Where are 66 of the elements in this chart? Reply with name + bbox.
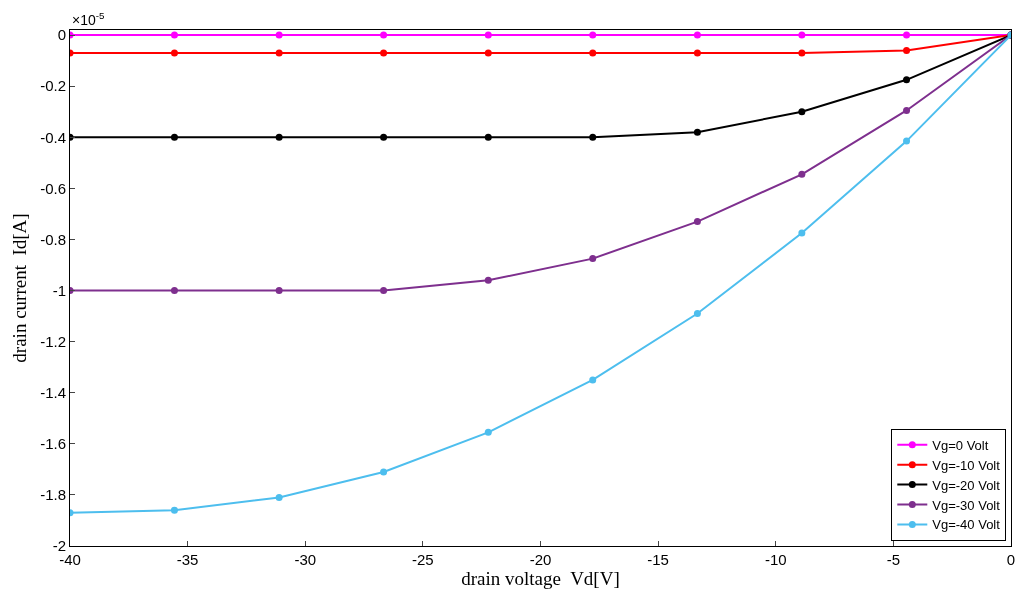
- point: [380, 287, 388, 295]
- point: [275, 287, 283, 295]
- point: [275, 31, 283, 39]
- point: [589, 31, 597, 39]
- point: [589, 376, 597, 384]
- point: [589, 133, 597, 141]
- point: [798, 49, 806, 57]
- point: [798, 170, 806, 178]
- x-tick-label: -10: [764, 551, 787, 568]
- legend-label: Vg=0 Volt: [932, 437, 989, 453]
- point: [170, 287, 178, 295]
- point: [275, 493, 283, 501]
- y-tick-label: -1.6: [40, 435, 66, 453]
- point: [380, 133, 388, 141]
- y-tick-label: -0.4: [40, 128, 66, 146]
- point: [693, 31, 701, 39]
- point: [903, 31, 911, 39]
- point: [589, 49, 597, 57]
- point: [693, 310, 701, 318]
- x-tick-label: -20: [529, 551, 552, 568]
- point: [170, 49, 178, 57]
- x-tick-label: -30: [294, 551, 317, 568]
- point: [798, 31, 806, 39]
- point: [903, 106, 911, 114]
- legend-label: Vg=-40 Volt: [932, 517, 1001, 533]
- point: [170, 31, 178, 39]
- legend-label: Vg=-20 Volt: [932, 477, 1001, 493]
- legend-label: Vg=-10 Volt: [932, 457, 1001, 473]
- point: [693, 128, 701, 136]
- x-tick-label: -15: [647, 551, 669, 568]
- point: [903, 137, 911, 145]
- point: [798, 108, 806, 116]
- point: [484, 31, 492, 39]
- point: [380, 49, 388, 57]
- y-tick-label: -0.2: [40, 77, 66, 95]
- x-tick-label: -35: [176, 551, 199, 568]
- x-tick-label: -5: [886, 551, 901, 568]
- y-tick-label: 0: [57, 26, 66, 44]
- y-tick-label: -1.2: [40, 332, 66, 350]
- point: [589, 255, 597, 263]
- x-tick-label: -25: [412, 551, 434, 568]
- point: [380, 468, 388, 476]
- y-tick-label: -0.8: [40, 230, 66, 248]
- point: [484, 428, 492, 436]
- y-tick-label: -0.6: [40, 179, 66, 197]
- point: [170, 133, 178, 141]
- point: [484, 49, 492, 57]
- y-tick-label: -1: [52, 281, 66, 299]
- y-tick-label: -1.4: [40, 383, 66, 401]
- point: [484, 276, 492, 284]
- text: ×10$^{-5}$: [72, 10, 106, 28]
- point: [170, 506, 178, 514]
- point: [275, 49, 283, 57]
- legend-label: Vg=-30 Volt: [932, 497, 1001, 513]
- point: [693, 49, 701, 57]
- point: [693, 218, 701, 226]
- point: [380, 31, 388, 39]
- y-tick-label: -1.8: [40, 486, 66, 504]
- y-axis-title: drain current Id[A]: [8, 213, 30, 363]
- point: [484, 133, 492, 141]
- x-tick-label: 0: [1006, 551, 1016, 568]
- x-axis-title: drain voltage Vd[V]: [461, 568, 620, 589]
- point: [903, 76, 911, 84]
- point: [275, 133, 283, 141]
- point: [903, 46, 911, 54]
- point: [798, 229, 806, 237]
